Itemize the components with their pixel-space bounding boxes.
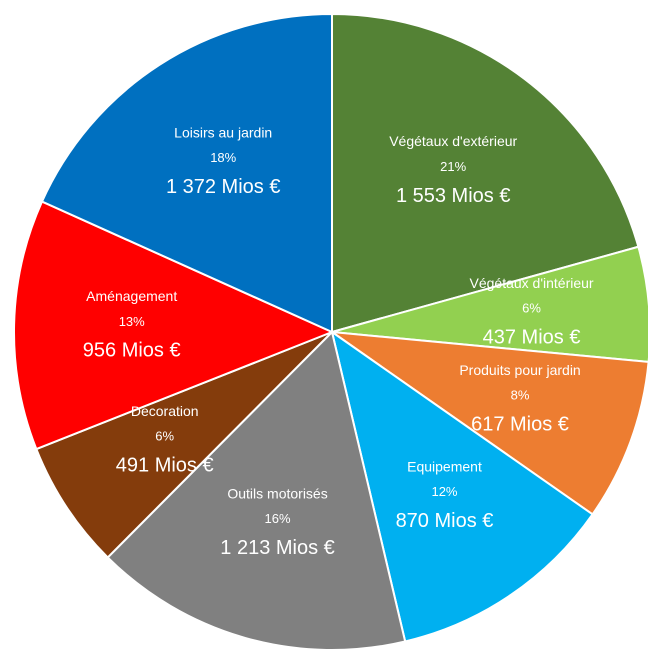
slice-value: 437 Mios € (483, 327, 581, 349)
slice-label: Produits pour jardin (459, 362, 580, 378)
slice-value: 870 Mios € (396, 510, 494, 532)
slice-percent: 6% (522, 301, 541, 316)
slice-percent: 13% (119, 314, 145, 329)
pie-slice (106, 330, 407, 651)
slice-percent: 12% (431, 484, 457, 499)
slice-label: Outils motorisés (227, 485, 327, 501)
slice-value: 491 Mios € (116, 455, 214, 477)
slice-percent: 8% (511, 388, 530, 403)
slice-label: Végétaux d'extérieur (389, 133, 517, 149)
slice-percent: 16% (265, 511, 291, 526)
slice-value: 1 372 Mios € (166, 176, 281, 198)
slice-value: 1 213 Mios € (220, 537, 335, 559)
slice-label: Equipement (407, 458, 482, 474)
slice-percent: 6% (155, 429, 174, 444)
slice-value: 956 Mios € (83, 340, 181, 362)
slice-label: Aménagement (86, 288, 177, 304)
pie-slice (40, 12, 333, 334)
pie-slice (330, 329, 594, 643)
pie-slice (13, 200, 335, 451)
slice-percent: 21% (440, 159, 466, 174)
pie-slice (35, 331, 333, 559)
slice-label: Végétaux d'intérieur (470, 275, 594, 291)
pie-slice (331, 12, 640, 334)
slice-percent: 18% (210, 150, 236, 165)
pie-slice (331, 245, 648, 363)
slice-value: 1 553 Mios € (396, 185, 511, 207)
slice-label: Decoration (131, 403, 199, 419)
slice-label: Loisirs au jardin (174, 124, 272, 140)
slice-value: 617 Mios € (471, 413, 569, 435)
